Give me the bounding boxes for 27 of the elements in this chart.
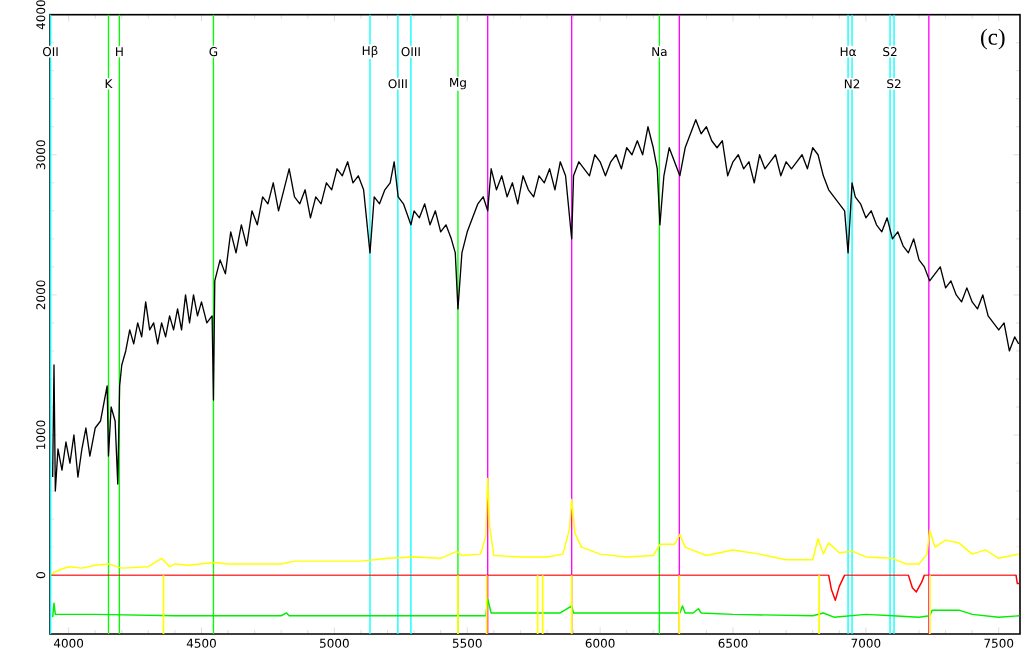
annotation: OIII [401, 47, 420, 57]
annotation: N2 [844, 79, 860, 89]
y-tick-label: 2000 [36, 280, 46, 310]
annotation: OIII [388, 79, 407, 89]
y-tick-label: 3000 [36, 140, 46, 170]
x-tick-label: 7500 [984, 638, 1014, 648]
x-tick-label: 5000 [320, 638, 349, 648]
x-tick-label: 5500 [452, 638, 482, 648]
annotation: Hα [840, 47, 856, 57]
annotation: Hβ [362, 45, 378, 58]
annotation: Na [652, 47, 667, 57]
annotation: G [209, 47, 218, 57]
y-tick-label: 1000 [36, 420, 46, 449]
x-tick-label: 7000 [851, 638, 881, 648]
y-tick-label: 4000 [36, 0, 46, 30]
annotation: H [116, 47, 123, 57]
x-tick-label: 6000 [585, 638, 615, 648]
y-tick-label: 0 [36, 572, 46, 579]
annotation: S2 [887, 79, 901, 89]
annotation: K [105, 79, 113, 89]
annotation: Mg [450, 78, 466, 90]
annotation: (c) [981, 28, 1005, 50]
x-tick-label: 4500 [186, 638, 216, 648]
x-tick-label: 6500 [718, 638, 748, 648]
annotation: S2 [883, 47, 897, 57]
annotation: OII [42, 47, 58, 57]
x-tick-label: 4000 [53, 638, 84, 648]
